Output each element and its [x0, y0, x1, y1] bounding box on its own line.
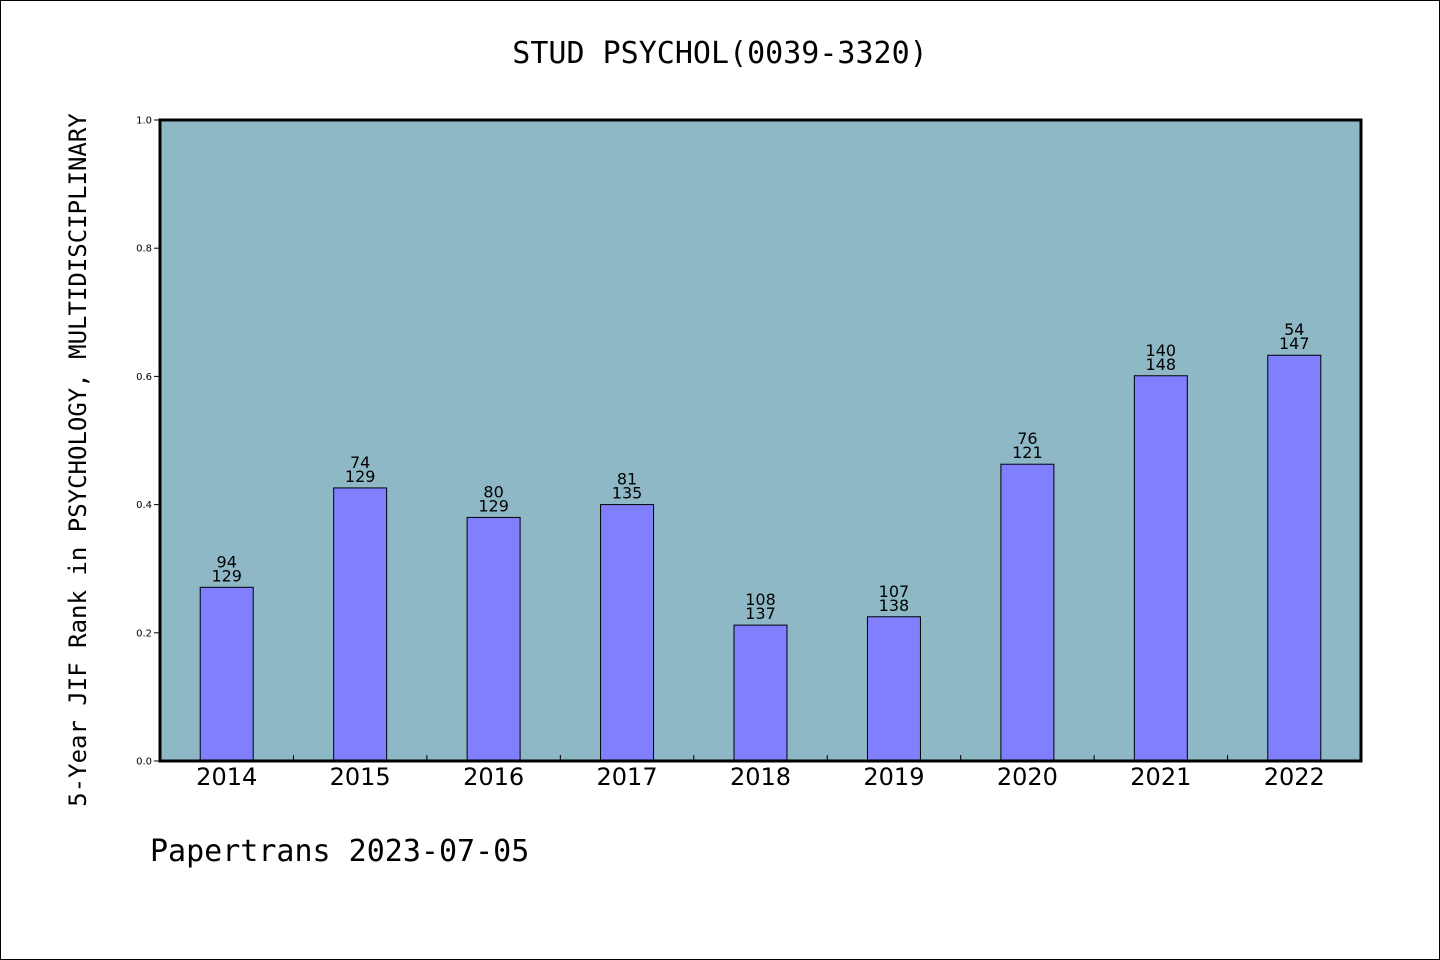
y-tick-label: 0.6 [136, 372, 152, 383]
bar-total-label: 137 [745, 604, 776, 623]
y-tick-label: 0.4 [136, 500, 152, 511]
bar-rank-label: 94 [217, 552, 237, 571]
x-tick-label: 2019 [863, 763, 924, 791]
x-tick-label: 2020 [997, 763, 1058, 791]
bar-rank-label: 80 [483, 482, 503, 501]
chart-title: STUD PSYCHOL(0039-3320) [512, 36, 928, 71]
bar-2019 [866, 616, 921, 762]
bar-total-label: 129 [211, 566, 242, 585]
bar-2016 [466, 516, 521, 762]
bar-rank-label: 54 [1284, 320, 1304, 339]
bar-2020 [1000, 463, 1055, 762]
x-tick-label: 2018 [730, 763, 791, 791]
bar-total-label: 148 [1146, 355, 1177, 374]
x-tick-label: 2017 [597, 763, 658, 791]
bar-2017 [600, 504, 655, 762]
bar-2015 [333, 487, 388, 762]
footer-credit: Papertrans 2023-07-05 [150, 834, 530, 869]
bar-total-label: 129 [345, 467, 376, 486]
bar-rank-label: 74 [350, 453, 370, 472]
y-tick-label: 1.0 [136, 116, 152, 127]
x-axis: 2014 2015 2016 2017 2018 2019 2020 2021 2022 [196, 755, 1325, 791]
bar-total-label: 121 [1012, 443, 1043, 462]
x-tick-label: 2015 [330, 763, 391, 791]
bar-total-label: 129 [478, 496, 509, 515]
bar-total-label: 138 [879, 596, 910, 615]
x-tick-label: 2022 [1264, 763, 1325, 791]
bar-2022 [1267, 354, 1322, 762]
bar-2021 [1133, 375, 1188, 762]
bar-2014 [199, 586, 254, 762]
bar-labels: 9412974129801298113510813710713876121140… [211, 320, 1309, 623]
bar-rank-label: 81 [617, 470, 637, 489]
x-tick-label: 2021 [1130, 763, 1191, 791]
y-tick-label: 0.8 [136, 244, 152, 255]
bar-rank-label: 140 [1146, 341, 1177, 360]
bar-2018 [733, 624, 788, 762]
bar-rank-label: 108 [745, 590, 776, 609]
x-tick-label: 2016 [463, 763, 524, 791]
bars [199, 354, 1322, 762]
bar-rank-label: 76 [1017, 429, 1037, 448]
bar-total-label: 147 [1279, 334, 1310, 353]
plot-border [158, 118, 1363, 763]
y-tick-label: 0.0 [136, 757, 152, 768]
x-tick-label: 2014 [196, 763, 257, 791]
y-tick-label: 0.2 [136, 628, 152, 639]
y-axis: 0.0 0.2 0.4 0.6 0.8 1.0 [136, 116, 160, 768]
bar-rank-label: 107 [879, 582, 910, 601]
bar-total-label: 135 [612, 484, 643, 503]
